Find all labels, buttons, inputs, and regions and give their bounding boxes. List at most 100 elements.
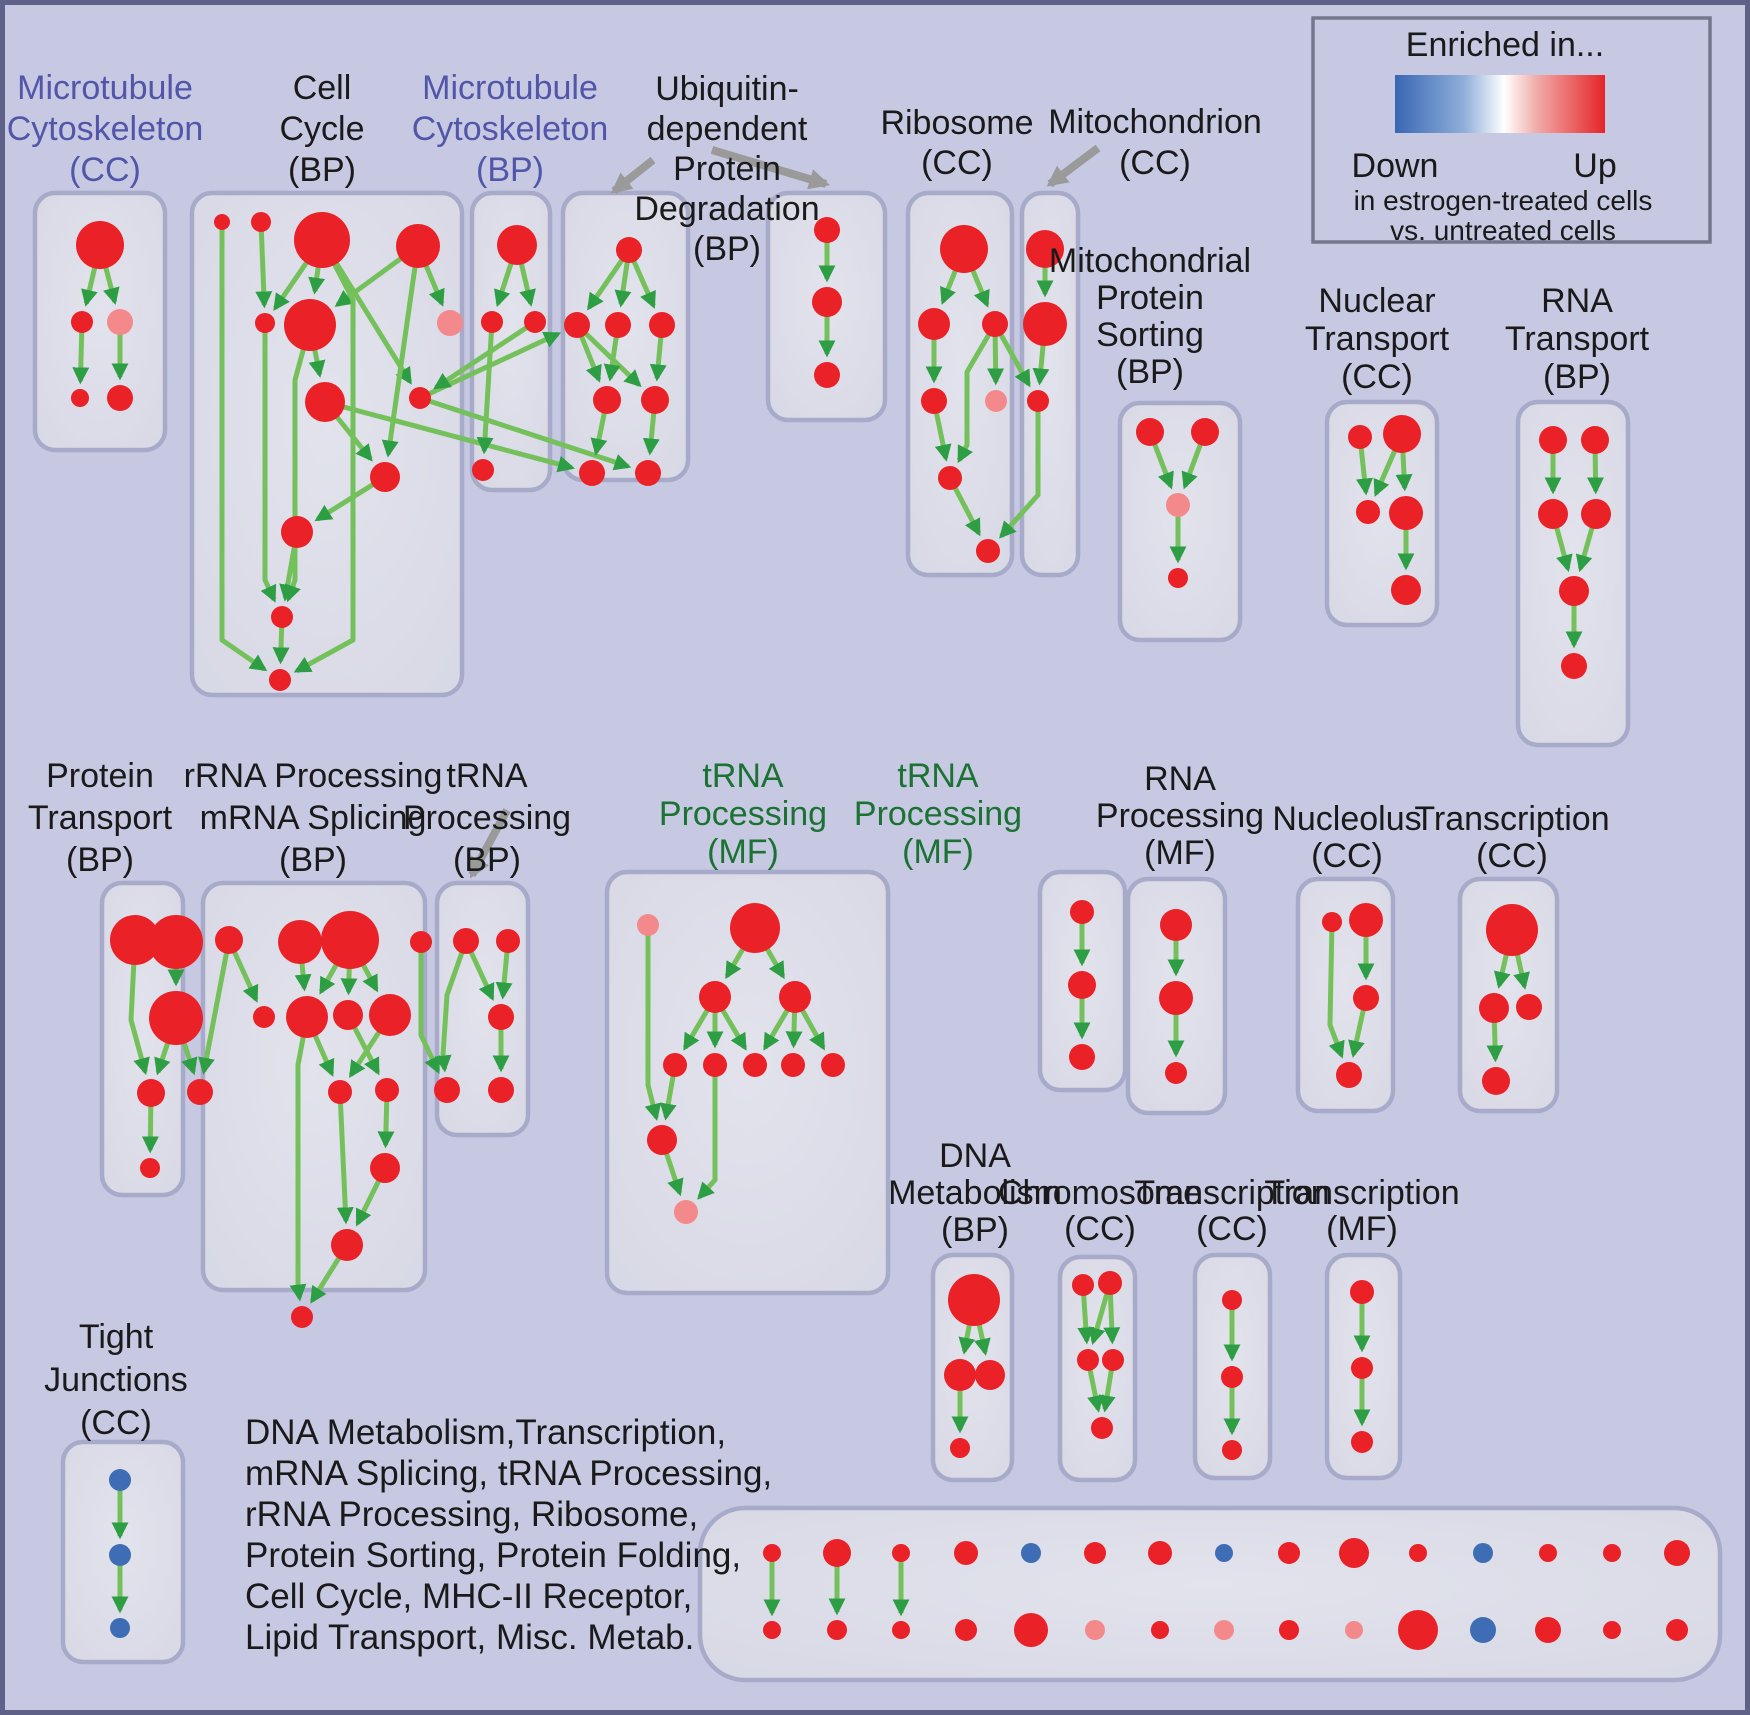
misc-terms-note-line: mRNA Splicing, tRNA Processing, (245, 1454, 772, 1493)
cluster-box-misc-terms (697, 1505, 1723, 1683)
go-term-node-r5 (985, 390, 1007, 412)
cluster-label-transcription-mf: Transcription (MF) (1264, 1174, 1459, 1248)
misc-terms-note-line: DNA Metabolism,Transcription, (245, 1413, 726, 1452)
cluster-label-line: (BP) (693, 230, 761, 268)
cluster-label-line: RNA (1144, 760, 1216, 798)
cluster-label-line: Ubiquitin- (655, 70, 799, 108)
go-term-node-q3 (1538, 499, 1568, 529)
enrichment-edge-arrow-u2-u6 (575, 323, 642, 388)
go-term-node-t2 (1023, 302, 1067, 346)
go-term-node-c4 (396, 224, 440, 268)
go-term-node-bt6 (1084, 1542, 1106, 1564)
go-term-node-a4 (71, 389, 89, 407)
cluster-label-line: mRNA Splicing (200, 799, 427, 837)
go-term-node-c9 (409, 387, 431, 409)
go-term-node-bt4 (954, 1541, 978, 1565)
cluster-label-cell-cycle-bp: Cell Cycle (BP) (279, 69, 364, 189)
go-term-node-c10 (370, 462, 400, 492)
legend-title: Enriched in... (1406, 26, 1604, 64)
go-term-node-bb2 (827, 1620, 847, 1640)
go-term-node-u1 (616, 237, 642, 263)
go-term-node-r6 (938, 466, 962, 490)
cluster-label-line: (CC) (1064, 1210, 1136, 1248)
go-term-node-w1 (110, 915, 160, 965)
go-term-node-bb15 (1666, 1619, 1688, 1641)
cluster-label-line: Nuclear (1318, 282, 1435, 320)
enrichment-edge-arrow-g1-x0 (198, 939, 232, 1075)
go-term-node-p1 (1136, 418, 1164, 446)
cluster-label-tight-junctions-cc: Tight Junctions (CC) (44, 1318, 188, 1442)
go-term-node-bb7 (1151, 1621, 1169, 1639)
enrichment-edge-arrow-c5-c12 (260, 323, 277, 603)
go-term-node-s2 (1479, 993, 1509, 1023)
ubiquitin-right-pointer-arrow (710, 146, 830, 190)
cluster-label-line: Transcription (1134, 1174, 1329, 1212)
go-term-node-g3 (321, 911, 379, 969)
go-term-node-bb14 (1603, 1621, 1621, 1639)
go-term-node-d4 (950, 1438, 970, 1458)
go-term-node-c13 (269, 669, 291, 691)
cluster-label-line: rRNA Processing (184, 757, 443, 795)
enrichment-edge-arrow-c2-c5 (255, 221, 273, 309)
go-term-node-v3 (814, 362, 840, 388)
cluster-label-line: Microtubule (17, 69, 193, 107)
cluster-label-line: (MF) (1326, 1210, 1398, 1248)
go-term-node-a1 (76, 221, 124, 269)
cluster-box-cell-cycle (189, 190, 465, 698)
label-pointer-arrows (468, 144, 1101, 879)
go-term-node-d1 (948, 1274, 1000, 1326)
cluster-label-line: Processing (659, 795, 827, 833)
legend-gradient-bar (1395, 75, 1605, 133)
go-term-node-b5 (488, 1077, 514, 1103)
go-term-node-o2 (1351, 1357, 1373, 1379)
cluster-label-line: Degradation (634, 190, 819, 228)
go-term-node-q6 (1561, 653, 1587, 679)
go-term-node-l4 (1336, 1062, 1362, 1088)
misc-terms-note-line: rRNA Processing, Ribosome, (245, 1495, 698, 1534)
cluster-label-nucleolus-cc: Nucleolus (CC) (1272, 800, 1421, 875)
go-term-node-r4 (921, 388, 947, 414)
go-term-node-bb12 (1470, 1617, 1496, 1643)
cluster-label-line: Processing (854, 795, 1022, 833)
go-term-node-d2 (944, 1359, 976, 1391)
cluster-label-mitochondrion-cc: Mitochondrion (CC) (1048, 103, 1262, 182)
go-term-node-o3 (1351, 1431, 1373, 1453)
misc-terms-note-line: Lipid Transport, Misc. Metab. (245, 1618, 694, 1657)
enrichment-edge-arrow-t3-r7 (999, 401, 1041, 539)
go-term-node-c8 (305, 382, 345, 422)
cluster-label-nuclear-transport-cc: Nuclear Transport (CC) (1305, 282, 1450, 396)
cluster-label-line: Cycle (279, 110, 364, 148)
go-term-node-n4 (1389, 496, 1423, 530)
cluster-labels: Microtubule Cytoskeleton (CC) Cell Cycle (BP)… (7, 69, 1650, 1442)
go-term-node-h6 (703, 1053, 727, 1077)
cluster-label-line: (CC) (1311, 837, 1383, 875)
cluster-label-protein-transport-bp: Protein Transport (BP) (28, 757, 173, 879)
go-term-node-e2 (1098, 1271, 1122, 1295)
enrichment-edge-arrow-g9-g12 (336, 1091, 354, 1225)
enrichment-edge-arrow-r3-r6 (956, 322, 998, 464)
cluster-label-line: (BP) (453, 841, 521, 879)
go-term-node-a5 (107, 385, 133, 411)
go-term-node-a2 (71, 311, 93, 333)
cluster-label-line: Metabolism (888, 1174, 1062, 1212)
go-term-node-c1 (214, 214, 230, 230)
cluster-label-line: (BP) (1543, 358, 1611, 396)
cluster-label-line: Transcription (1264, 1174, 1459, 1212)
go-term-node-c11 (281, 516, 313, 548)
go-term-node-q5 (1559, 576, 1589, 606)
cluster-label-line: Cytoskeleton (7, 110, 204, 148)
go-term-node-k1 (1160, 909, 1192, 941)
misc-terms-note: DNA Metabolism,Transcription,mRNA Splici… (245, 1413, 772, 1657)
go-term-node-c2 (251, 212, 271, 232)
go-term-node-q4 (1581, 499, 1611, 529)
go-term-node-r1 (940, 225, 988, 273)
go-term-node-h3 (699, 981, 731, 1013)
go-term-node-k2 (1159, 981, 1193, 1015)
go-term-node-m3 (524, 311, 546, 333)
cluster-label-trna-processing-mf-2: tRNA Processing (MF) (854, 757, 1022, 871)
go-term-node-l2 (1349, 903, 1383, 937)
cluster-label-line: Processing (1096, 797, 1264, 835)
